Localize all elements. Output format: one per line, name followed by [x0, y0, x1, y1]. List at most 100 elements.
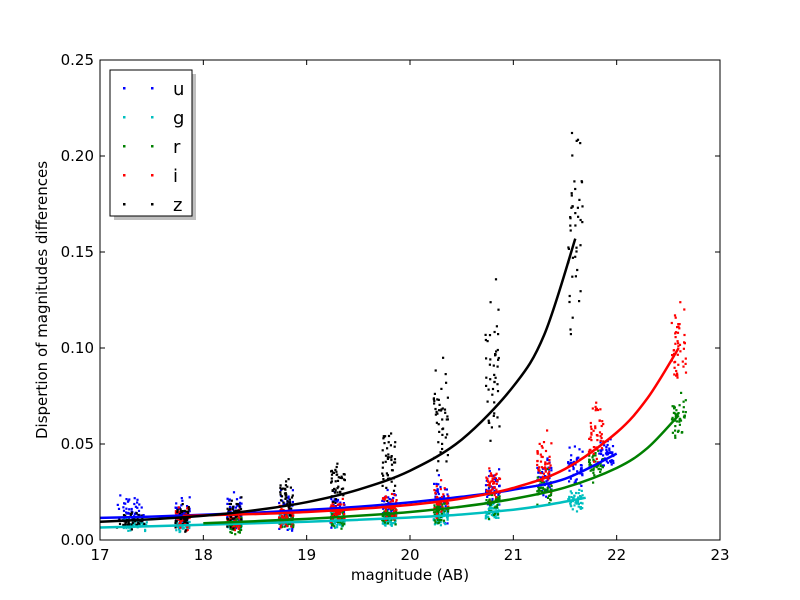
data-point-z: [230, 516, 233, 519]
data-point-u: [388, 497, 391, 501]
data-point-r: [495, 498, 498, 501]
data-point-z: [135, 512, 138, 515]
data-point-i: [435, 495, 439, 499]
data-point-g: [433, 523, 436, 526]
data-point-i: [179, 526, 182, 529]
data-point-r: [434, 511, 437, 514]
data-point-z: [389, 444, 392, 447]
data-point-i: [439, 503, 442, 506]
data-point-i: [674, 342, 677, 345]
data-point-z: [332, 471, 335, 474]
data-point-g: [575, 491, 578, 495]
data-point-i: [395, 509, 398, 512]
data-point-z: [494, 376, 497, 379]
data-point-z: [284, 497, 287, 500]
data-point-r: [597, 468, 600, 471]
data-point-i: [330, 504, 333, 507]
data-point-u: [383, 500, 386, 503]
data-point-u: [177, 507, 180, 510]
data-point-z: [285, 480, 288, 483]
data-point-i: [677, 342, 680, 345]
data-point-z: [174, 520, 177, 523]
data-point-u: [547, 468, 551, 471]
data-point-i: [233, 529, 236, 532]
data-point-r: [671, 431, 674, 434]
data-point-z: [335, 470, 338, 473]
data-point-u: [336, 500, 339, 503]
data-point-i: [594, 405, 597, 408]
data-point-z: [434, 413, 437, 416]
data-point-r: [678, 423, 681, 426]
data-point-u: [598, 452, 601, 455]
data-point-i: [230, 517, 233, 520]
data-point-r: [386, 522, 389, 525]
data-point-u: [606, 452, 609, 455]
data-point-g: [497, 516, 500, 519]
data-point-r: [238, 531, 241, 534]
data-point-z: [441, 407, 444, 410]
data-point-r: [383, 511, 386, 514]
data-point-z: [336, 462, 339, 465]
data-point-r: [684, 411, 687, 414]
data-point-z: [284, 484, 287, 487]
data-point-g: [569, 502, 572, 505]
data-point-i: [333, 513, 336, 516]
data-point-i: [591, 407, 594, 410]
data-point-u: [291, 527, 294, 530]
data-point-u: [435, 489, 438, 492]
data-point-z: [574, 255, 577, 258]
data-point-g: [390, 524, 393, 527]
data-point-z: [433, 402, 436, 405]
data-point-i: [546, 462, 549, 465]
data-point-z: [434, 407, 437, 411]
data-point-g: [575, 510, 579, 513]
y-tick-label: 0.10: [61, 339, 94, 357]
data-point-z: [387, 453, 390, 456]
data-point-i: [674, 331, 678, 334]
data-point-z: [497, 356, 500, 360]
legend-label-r: r: [173, 137, 181, 158]
data-point-u: [494, 477, 498, 480]
data-point-u: [238, 501, 242, 504]
data-point-u: [569, 459, 572, 462]
data-point-z: [330, 473, 334, 476]
data-point-i: [174, 510, 177, 513]
data-point-g: [439, 524, 442, 527]
data-point-i: [435, 512, 439, 515]
data-point-z: [436, 398, 439, 401]
data-point-r: [433, 519, 436, 522]
data-point-z: [567, 247, 570, 250]
data-point-i: [492, 482, 495, 485]
data-point-u: [581, 474, 584, 477]
data-point-z: [126, 523, 129, 526]
data-point-i: [676, 340, 679, 343]
data-point-u: [136, 506, 139, 509]
data-point-i: [599, 439, 602, 442]
data-point-z: [571, 316, 574, 319]
data-point-g: [581, 507, 584, 510]
data-point-r: [546, 488, 549, 491]
data-point-z: [570, 194, 573, 197]
data-point-r: [588, 459, 591, 462]
data-point-z: [491, 393, 494, 396]
data-point-z: [339, 476, 342, 479]
data-point-z: [486, 340, 489, 343]
data-point-z: [337, 485, 340, 488]
data-point-u: [232, 491, 236, 494]
data-point-z: [496, 365, 499, 368]
data-point-z: [288, 501, 291, 504]
data-point-u: [572, 461, 575, 464]
data-point-i: [385, 516, 388, 519]
data-point-r: [597, 464, 600, 467]
data-point-g: [567, 498, 570, 501]
data-point-i: [676, 372, 679, 375]
data-point-g: [444, 523, 447, 526]
data-point-u: [599, 449, 602, 452]
data-point-z: [381, 461, 385, 464]
data-point-u: [278, 527, 281, 530]
data-point-u: [439, 485, 442, 489]
data-point-i: [540, 466, 544, 469]
data-point-z: [570, 206, 573, 209]
data-point-z: [382, 474, 385, 477]
data-point-i: [673, 366, 676, 369]
